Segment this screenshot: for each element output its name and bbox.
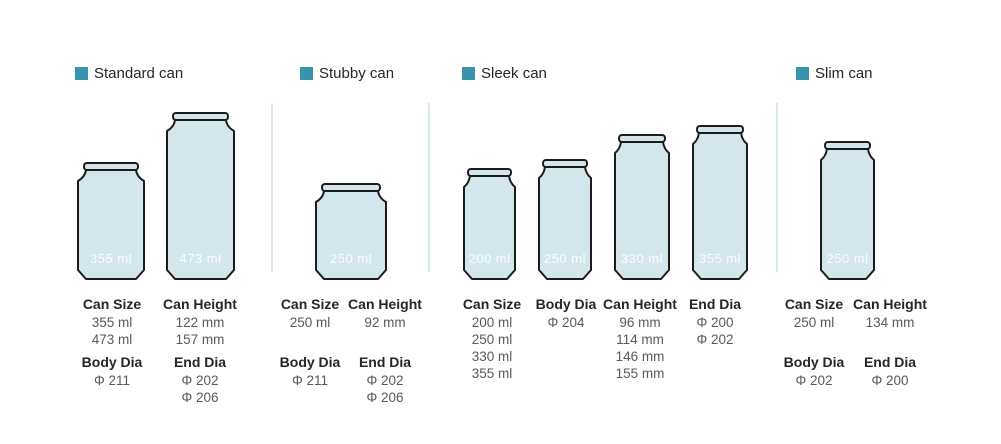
can-volume-label: 330 ml <box>621 251 663 266</box>
spec-label: Can Size <box>462 296 522 312</box>
spec-label: Can Size <box>82 296 142 312</box>
cans-sleek: 200 ml 250 ml 330 ml 355 ml <box>462 125 749 280</box>
spec-value: 330 ml <box>471 349 513 364</box>
cans-stubby: 250 ml <box>314 183 388 280</box>
spec-value: Φ 202 <box>696 332 734 347</box>
spec-col-can-height: Can Height 134 mm <box>840 294 940 331</box>
spec-value: Φ 202 <box>795 373 833 388</box>
spec-label: End Dia <box>358 354 412 370</box>
spec-label: Body Dia <box>279 354 341 370</box>
spec-col-can-height: Can Height 96 mm 114 mm 146 mm 155 mm <box>590 294 690 382</box>
spec-label: End Dia <box>863 354 917 370</box>
spec-value: 146 mm <box>615 349 665 364</box>
spec-value: Φ 200 <box>871 373 909 388</box>
legend-square-icon <box>796 66 809 80</box>
spec-value: 250 ml <box>471 332 513 347</box>
can-illustration: 250 ml <box>819 141 876 280</box>
spec-label: Can Height <box>853 296 927 312</box>
spec-value: Φ 202 <box>366 373 404 388</box>
spec-label: Body Dia <box>783 354 845 370</box>
spec-col-can-height: Can Height 92 mm <box>335 294 435 331</box>
spec-value: Φ 200 <box>696 315 734 330</box>
can-illustration: 355 ml <box>76 162 146 280</box>
spec-value: 114 mm <box>616 332 664 347</box>
spec-label: End Dia <box>688 296 742 312</box>
section-divider <box>271 103 273 272</box>
spec-value: Φ 206 <box>366 390 404 405</box>
spec-value: Φ 202 <box>181 373 219 388</box>
spec-label: Can Height <box>603 296 677 312</box>
spec-value: Φ 211 <box>93 373 131 388</box>
legend-square-icon <box>300 66 313 80</box>
section-title: Standard can <box>94 64 184 82</box>
spec-col-body-dia: Body Dia Φ 211 <box>62 352 162 389</box>
section-title: Slim can <box>815 64 873 82</box>
spec-col-can-height: Can Height 122 mm 157 mm <box>150 294 250 348</box>
section-divider <box>776 103 778 272</box>
spec-label: Can Height <box>163 296 237 312</box>
can-illustration: 473 ml <box>165 112 236 280</box>
spec-col-can-size: Can Size 250 ml <box>260 294 360 331</box>
spec-label: Can Height <box>348 296 422 312</box>
spec-value: Φ 206 <box>181 390 219 405</box>
can-illustration: 355 ml <box>691 125 749 280</box>
spec-value: 355 ml <box>91 315 133 330</box>
spec-value: 122 mm <box>175 315 225 330</box>
spec-value: 200 ml <box>471 315 513 330</box>
section-header-standard-can: Standard can <box>75 62 183 84</box>
spec-value: 155 mm <box>615 366 665 381</box>
spec-value: Φ 211 <box>291 373 329 388</box>
spec-value: 250 ml <box>289 315 331 330</box>
can-volume-label: 355 ml <box>699 251 741 266</box>
spec-col-body-dia: Body Dia Φ 204 <box>516 294 616 331</box>
legend-square-icon <box>75 66 88 80</box>
can-volume-label: 473 ml <box>179 251 221 266</box>
cans-standard: 355 ml 473 ml <box>76 112 236 280</box>
spec-value: 355 ml <box>471 366 513 381</box>
can-illustration: 330 ml <box>613 134 671 280</box>
can-volume-label: 250 ml <box>826 251 868 266</box>
spec-col-can-size: Can Size 355 ml 473 ml <box>62 294 162 348</box>
section-header-stubby-can: Stubby can <box>300 62 394 84</box>
spec-col-can-size: Can Size 250 ml <box>764 294 864 331</box>
spec-col-end-dia: End Dia Φ 200 <box>840 352 940 389</box>
section-header-slim-can: Slim can <box>796 62 873 84</box>
can-volume-label: 250 ml <box>330 251 372 266</box>
spec-col-end-dia: End Dia Φ 202 Φ 206 <box>150 352 250 406</box>
spec-label: Can Size <box>280 296 340 312</box>
can-volume-label: 200 ml <box>468 251 510 266</box>
spec-value: 250 ml <box>793 315 835 330</box>
can-volume-label: 355 ml <box>90 251 132 266</box>
spec-value: 473 ml <box>91 332 133 347</box>
section-header-sleek-can: Sleek can <box>462 62 547 84</box>
spec-value: 92 mm <box>364 315 406 330</box>
spec-col-end-dia: End Dia Φ 200 Φ 202 <box>665 294 765 348</box>
spec-col-body-dia: Body Dia Φ 202 <box>764 352 864 389</box>
can-illustration: 200 ml <box>462 168 517 280</box>
cans-slim: 250 ml <box>819 141 876 280</box>
spec-value: 96 mm <box>619 315 661 330</box>
spec-label: End Dia <box>173 354 227 370</box>
can-illustration: 250 ml <box>314 183 388 280</box>
spec-value: 134 mm <box>865 315 915 330</box>
spec-value: Φ 204 <box>547 315 585 330</box>
spec-col-body-dia: Body Dia Φ 211 <box>260 352 360 389</box>
spec-label: Can Size <box>784 296 844 312</box>
legend-square-icon <box>462 66 475 80</box>
spec-col-can-size: Can Size 200 ml 250 ml 330 ml 355 ml <box>442 294 542 382</box>
spec-label: Body Dia <box>81 354 143 370</box>
spec-col-end-dia: End Dia Φ 202 Φ 206 <box>335 352 435 406</box>
section-divider <box>428 103 430 272</box>
spec-value: 157 mm <box>175 332 225 347</box>
section-title: Stubby can <box>319 64 395 82</box>
spec-label: Body Dia <box>535 296 597 312</box>
can-illustration: 250 ml <box>537 159 593 280</box>
section-title: Sleek can <box>481 64 547 82</box>
can-volume-label: 250 ml <box>544 251 586 266</box>
